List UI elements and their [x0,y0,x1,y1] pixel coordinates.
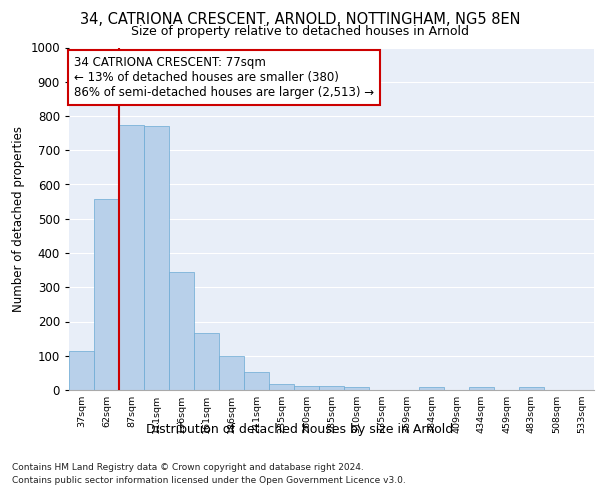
Text: Distribution of detached houses by size in Arnold: Distribution of detached houses by size … [146,422,454,436]
Bar [269,384,294,390]
Bar [119,124,144,390]
Bar [519,388,544,390]
Bar [344,386,369,390]
Y-axis label: Number of detached properties: Number of detached properties [12,126,25,312]
Text: 34, CATRIONA CRESCENT, ARNOLD, NOTTINGHAM, NG5 8EN: 34, CATRIONA CRESCENT, ARNOLD, NOTTINGHA… [80,12,520,28]
Bar [94,199,119,390]
Text: Contains HM Land Registry data © Crown copyright and database right 2024.: Contains HM Land Registry data © Crown c… [12,462,364,471]
Bar [419,386,444,390]
Bar [469,388,494,390]
Bar [294,386,319,390]
Bar [194,334,219,390]
Bar [244,372,269,390]
Text: 34 CATRIONA CRESCENT: 77sqm
← 13% of detached houses are smaller (380)
86% of se: 34 CATRIONA CRESCENT: 77sqm ← 13% of det… [74,56,374,99]
Bar [169,272,194,390]
Bar [219,356,244,390]
Text: Contains public sector information licensed under the Open Government Licence v3: Contains public sector information licen… [12,476,406,485]
Bar [144,126,169,390]
Text: Size of property relative to detached houses in Arnold: Size of property relative to detached ho… [131,25,469,38]
Bar [69,352,94,390]
Bar [319,386,344,390]
